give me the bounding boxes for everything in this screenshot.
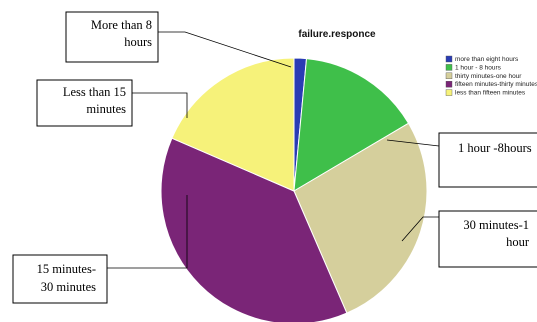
callout-connectors [107, 31, 440, 269]
callout-connector-4 [107, 195, 188, 269]
callout-text-1-0: Less than 15 [63, 85, 126, 99]
callout-connector-0 [158, 31, 292, 68]
pie-slice-4 [171, 57, 295, 192]
callout-text-0-1: hours [124, 35, 152, 49]
callout-box-3 [438, 210, 537, 268]
callout-box-2 [438, 132, 537, 188]
chart-title: failure.responce [298, 29, 376, 40]
legend-label-4: less than fifteen minutes [455, 90, 526, 97]
callout-3: 30 minutes-1 hour [438, 210, 537, 268]
legend-swatch-2 [445, 72, 453, 80]
pie-slice-1 [293, 58, 410, 192]
legend-label-0: more than eight hours [455, 56, 519, 63]
legend-swatch-3 [445, 80, 453, 88]
callout-connector-3 [401, 216, 439, 242]
callout-connector-1 [132, 92, 188, 118]
pie-slice-2 [293, 122, 428, 314]
legend-swatch-4 [445, 89, 453, 96]
callout-0: More than 8 hours [65, 11, 159, 63]
callout-text-4-1: 30 minutes [41, 280, 96, 294]
callout-box-0 [65, 11, 159, 63]
callout-box-1 [36, 79, 133, 127]
pie-slices [160, 57, 428, 322]
legend-label-2: thirty minutes-one hour [455, 73, 522, 80]
callout-text-0-0: More than 8 [91, 18, 152, 32]
callout-text-2-0: 1 hour -8hours [458, 141, 532, 155]
callout-text-3-0: 30 minutes-1 [463, 218, 529, 232]
callout-4: 15 minutes- 30 minutes [12, 254, 108, 304]
legend-label-3: fifteen minutes-thirty minutes [455, 81, 537, 88]
callout-boxes: More than 8 hours Less than 15 minutes 1 hou… [12, 11, 537, 304]
pie-slice-3 [160, 137, 348, 322]
callout-text-1-1: minutes [86, 102, 126, 116]
callout-box-4 [12, 254, 108, 304]
callout-text-3-1: hour [506, 235, 530, 249]
legend-swatch-1 [445, 64, 453, 71]
legend-swatch-0 [445, 55, 453, 63]
legend-label-1: 1 hour - 8 hours [455, 64, 502, 71]
callout-2: 1 hour -8hours [438, 132, 537, 188]
callout-connector-2 [386, 139, 440, 147]
callout-1: Less than 15 minutes [36, 79, 133, 127]
callout-text-4-0: 15 minutes- [37, 262, 96, 276]
